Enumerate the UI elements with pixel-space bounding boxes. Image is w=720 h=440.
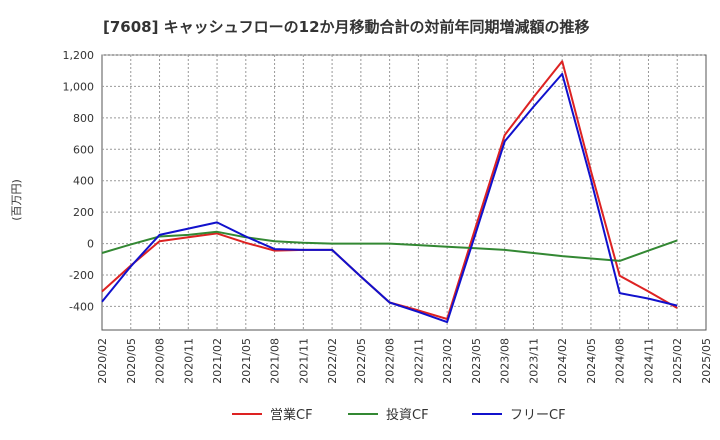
- x-tick-label: 2020/02: [96, 338, 109, 384]
- x-tick-label: 2020/05: [125, 338, 138, 384]
- y-tick-label: 600: [73, 143, 94, 156]
- x-tick-label: 2025/05: [700, 338, 713, 384]
- x-tick-label: 2024/05: [585, 338, 598, 384]
- x-tick-label: 2020/08: [154, 338, 167, 384]
- series-lines: [101, 60, 678, 324]
- x-tick-label: 2023/08: [499, 338, 512, 384]
- y-tick-label: 1,000: [63, 80, 95, 93]
- x-tick-label: 2021/05: [240, 338, 253, 384]
- chart-title: [7608] キャッシュフローの12か月移動合計の対前年同期増減額の推移: [103, 18, 590, 36]
- x-tick-label: 2021/02: [211, 338, 224, 384]
- y-axis-ticks: -400 -200 0 200 400 600 800 1,000 1,200: [63, 49, 95, 313]
- y-tick-label: -200: [69, 269, 94, 282]
- x-tick-label: 2022/08: [384, 338, 397, 384]
- legend-label: 投資CF: [386, 407, 429, 423]
- y-tick-label: 200: [73, 206, 94, 219]
- series-line-フリーCF: [101, 72, 678, 324]
- x-tick-label: 2024/08: [614, 338, 627, 384]
- x-tick-label: 2020/11: [182, 338, 195, 384]
- y-tick-label: 800: [73, 112, 94, 125]
- x-tick-label: 2023/02: [441, 338, 454, 384]
- grid: [101, 54, 707, 331]
- legend: 営業CF 投資CF フリーCF: [232, 407, 566, 423]
- series-line-投資CF: [101, 230, 678, 262]
- y-tick-label: -400: [69, 300, 94, 313]
- x-tick-label: 2022/11: [412, 338, 425, 384]
- x-tick-label: 2024/11: [642, 338, 655, 384]
- x-tick-label: 2023/05: [470, 338, 483, 384]
- x-tick-label: 2022/02: [326, 338, 339, 384]
- x-tick-label: 2021/11: [297, 338, 310, 384]
- x-axis-ticks: 2020/02 2020/05 2020/08 2020/11 2021/02 2021/…: [96, 338, 713, 384]
- x-tick-label: 2021/08: [269, 338, 282, 384]
- y-tick-label: 0: [87, 238, 94, 251]
- x-tick-label: 2022/05: [355, 338, 368, 384]
- x-tick-label: 2024/02: [556, 338, 569, 384]
- legend-label: フリーCF: [510, 408, 566, 423]
- legend-label: 営業CF: [270, 407, 313, 423]
- y-tick-label: 400: [73, 175, 94, 188]
- x-tick-label: 2025/02: [671, 338, 684, 384]
- plot-frame: [101, 54, 707, 331]
- y-axis-label: (百万円): [10, 179, 23, 221]
- y-tick-label: 1,200: [63, 49, 95, 62]
- x-tick-label: 2023/11: [527, 338, 540, 384]
